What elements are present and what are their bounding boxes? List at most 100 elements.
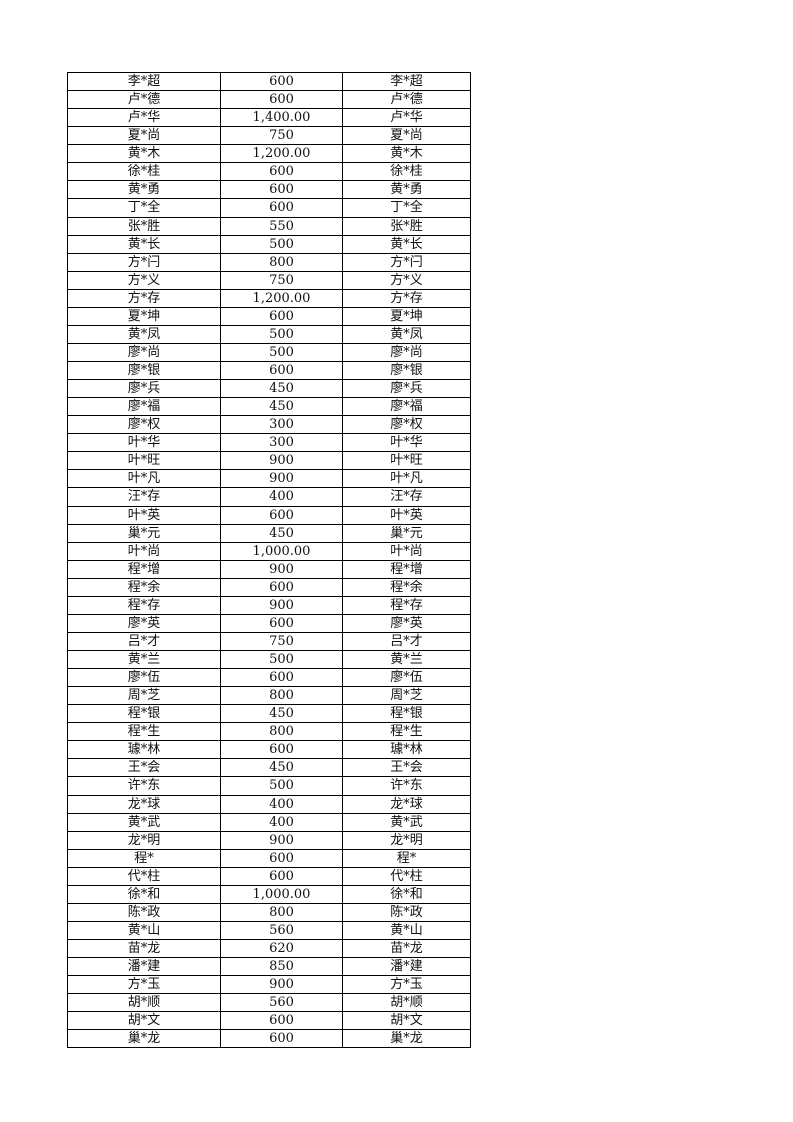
table-row: 丁*全 600 丁*全 <box>67 198 471 218</box>
recipient-cell: 龙*明 <box>342 830 471 850</box>
name-cell: 黄*长 <box>67 234 221 254</box>
table-row: 廖*福 450 廖*福 <box>67 397 471 417</box>
table-row: 廖*兵 450 廖*兵 <box>67 379 471 399</box>
recipient-cell: 苗*龙 <box>342 938 471 959</box>
recipient-cell: 璩*林 <box>342 740 471 760</box>
amount-cell: 900 <box>220 975 343 995</box>
amount-cell: 560 <box>220 993 343 1013</box>
subsidy-table: 李*超 600 李*超 卢*德 600 卢*德 卢*华 1,400.00 卢*华 夏*尚 750 夏*… <box>67 71 471 1049</box>
name-cell: 汪*存 <box>67 487 221 507</box>
name-cell: 夏*尚 <box>67 126 221 146</box>
table-row: 龙*球 400 龙*球 <box>67 794 471 814</box>
table-row: 叶*华 300 叶*华 <box>67 433 471 453</box>
name-cell: 李*超 <box>67 71 221 92</box>
amount-cell: 900 <box>220 469 343 489</box>
recipient-cell: 方*玉 <box>342 975 471 995</box>
table-row: 吕*才 750 吕*才 <box>67 631 471 652</box>
amount-cell: 600 <box>220 668 343 688</box>
name-cell: 胡*顺 <box>67 993 221 1013</box>
name-cell: 方*闩 <box>67 252 221 272</box>
name-cell: 卢*华 <box>67 108 221 128</box>
amount-cell: 1,000.00 <box>220 884 343 904</box>
name-cell: 叶*尚 <box>67 541 221 561</box>
name-cell: 廖*尚 <box>67 342 221 363</box>
table-row: 廖*银 600 廖*银 <box>67 360 471 381</box>
amount-cell: 600 <box>220 306 343 326</box>
name-cell: 程*银 <box>67 704 221 724</box>
recipient-cell: 程*增 <box>342 559 471 579</box>
recipient-cell: 黄*勇 <box>342 180 471 200</box>
recipient-cell: 黄*山 <box>342 920 471 941</box>
recipient-cell: 廖*福 <box>342 397 471 417</box>
name-cell: 廖*权 <box>67 415 221 435</box>
name-cell: 程*增 <box>67 559 221 579</box>
amount-cell: 550 <box>220 216 343 236</box>
amount-cell: 500 <box>220 342 343 363</box>
recipient-cell: 卢*德 <box>342 90 471 110</box>
table-row: 叶*英 600 叶*英 <box>67 505 471 525</box>
amount-cell: 600 <box>220 1029 343 1049</box>
amount-cell: 800 <box>220 722 343 742</box>
name-cell: 叶*华 <box>67 433 221 453</box>
table-row: 廖*权 300 廖*权 <box>67 415 471 435</box>
amount-cell: 400 <box>220 812 343 832</box>
table-row: 叶*尚 1,000.00 叶*尚 <box>67 541 471 561</box>
name-cell: 叶*凡 <box>67 469 221 489</box>
name-cell: 巢*龙 <box>67 1029 221 1049</box>
name-cell: 程*存 <box>67 595 221 615</box>
recipient-cell: 廖*银 <box>342 360 471 381</box>
name-cell: 苗*龙 <box>67 938 221 959</box>
table-row: 廖*伍 600 廖*伍 <box>67 668 471 688</box>
table-row: 胡*顺 560 胡*顺 <box>67 993 471 1013</box>
name-cell: 夏*坤 <box>67 306 221 326</box>
recipient-cell: 叶*旺 <box>342 451 471 471</box>
recipient-cell: 吕*才 <box>342 631 471 652</box>
amount-cell: 600 <box>220 740 343 760</box>
amount-cell: 600 <box>220 848 343 868</box>
recipient-cell: 廖*伍 <box>342 668 471 688</box>
table-row: 潘*建 850 潘*建 <box>67 957 471 977</box>
recipient-cell: 巢*元 <box>342 523 471 543</box>
amount-cell: 620 <box>220 938 343 959</box>
amount-cell: 600 <box>220 613 343 633</box>
table-row: 程* 600 程* <box>67 848 471 868</box>
name-cell: 廖*福 <box>67 397 221 417</box>
amount-cell: 600 <box>220 162 343 182</box>
recipient-cell: 潘*建 <box>342 957 471 977</box>
recipient-cell: 程* <box>342 848 471 868</box>
table-row: 程*生 800 程*生 <box>67 722 471 742</box>
name-cell: 黄*木 <box>67 144 221 164</box>
amount-cell: 450 <box>220 379 343 399</box>
table-row: 方*玉 900 方*玉 <box>67 975 471 995</box>
table-row: 方*闩 800 方*闩 <box>67 252 471 272</box>
amount-cell: 800 <box>220 252 343 272</box>
table-row: 张*胜 550 张*胜 <box>67 216 471 236</box>
name-cell: 程*余 <box>67 577 221 597</box>
name-cell: 方*玉 <box>67 975 221 995</box>
amount-cell: 600 <box>220 577 343 597</box>
amount-cell: 600 <box>220 71 343 92</box>
name-cell: 许*东 <box>67 776 221 796</box>
name-cell: 陈*政 <box>67 902 221 922</box>
name-cell: 吕*才 <box>67 631 221 652</box>
amount-cell: 600 <box>220 360 343 381</box>
table-row: 叶*旺 900 叶*旺 <box>67 451 471 471</box>
recipient-cell: 黄*武 <box>342 812 471 832</box>
recipient-cell: 王*会 <box>342 758 471 778</box>
recipient-cell: 夏*尚 <box>342 126 471 146</box>
table-row: 黄*山 560 黄*山 <box>67 920 471 941</box>
recipient-cell: 程*生 <box>342 722 471 742</box>
recipient-cell: 廖*兵 <box>342 379 471 399</box>
amount-cell: 450 <box>220 704 343 724</box>
recipient-cell: 丁*全 <box>342 198 471 218</box>
amount-cell: 750 <box>220 126 343 146</box>
amount-cell: 400 <box>220 487 343 507</box>
table-row: 黄*木 1,200.00 黄*木 <box>67 144 471 164</box>
recipient-cell: 许*东 <box>342 776 471 796</box>
amount-cell: 300 <box>220 415 343 435</box>
name-cell: 廖*英 <box>67 613 221 633</box>
name-cell: 廖*兵 <box>67 379 221 399</box>
amount-cell: 1,000.00 <box>220 541 343 561</box>
name-cell: 叶*英 <box>67 505 221 525</box>
table-row: 璩*林 600 璩*林 <box>67 740 471 760</box>
